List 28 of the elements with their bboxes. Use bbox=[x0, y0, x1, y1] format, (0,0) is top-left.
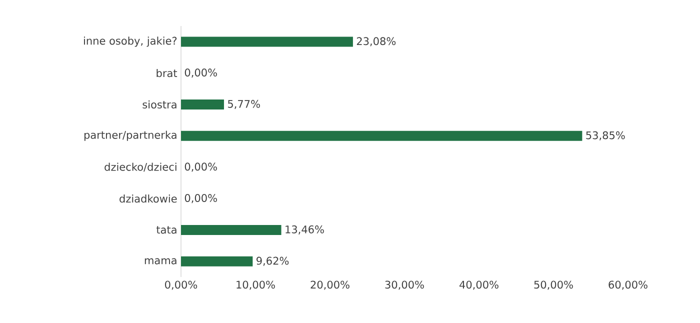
x-tick-label: 30,00% bbox=[385, 280, 424, 290]
y-tick-label: tata bbox=[156, 226, 176, 234]
data-label: 23,08% bbox=[356, 37, 396, 46]
bar bbox=[181, 130, 582, 141]
data-label: 5,77% bbox=[228, 100, 260, 109]
y-tick-label: dziecko/dzieci bbox=[104, 162, 176, 172]
x-tick-label: 40,00% bbox=[460, 280, 498, 290]
data-label: 13,46% bbox=[286, 225, 324, 234]
data-label: 0,00% bbox=[184, 194, 217, 204]
x-tick-label: 10,00% bbox=[236, 280, 275, 290]
data-label: 53,85% bbox=[586, 131, 625, 140]
y-tick-label: dziadkowie bbox=[120, 194, 177, 203]
y-tick-label: partner/partnerka bbox=[84, 130, 176, 141]
x-tick-label: 20,00% bbox=[310, 280, 350, 290]
x-tick-label: 50,00% bbox=[534, 280, 573, 290]
bar bbox=[181, 36, 353, 47]
bar bbox=[181, 256, 253, 266]
bar bbox=[181, 99, 224, 110]
data-label: 0,00% bbox=[184, 68, 217, 78]
x-tick-label: 0,00% bbox=[165, 280, 198, 290]
data-label: 9,62% bbox=[256, 256, 289, 266]
data-label: 0,00% bbox=[184, 162, 217, 172]
x-tick-label: 60,00% bbox=[608, 280, 648, 290]
y-tick-label: siostra bbox=[142, 100, 176, 109]
y-tick-label: mama bbox=[144, 258, 176, 264]
y-tick-label: inne osoby, jakie? bbox=[84, 36, 177, 47]
bar bbox=[181, 224, 282, 235]
y-tick-label: brat bbox=[156, 68, 178, 78]
